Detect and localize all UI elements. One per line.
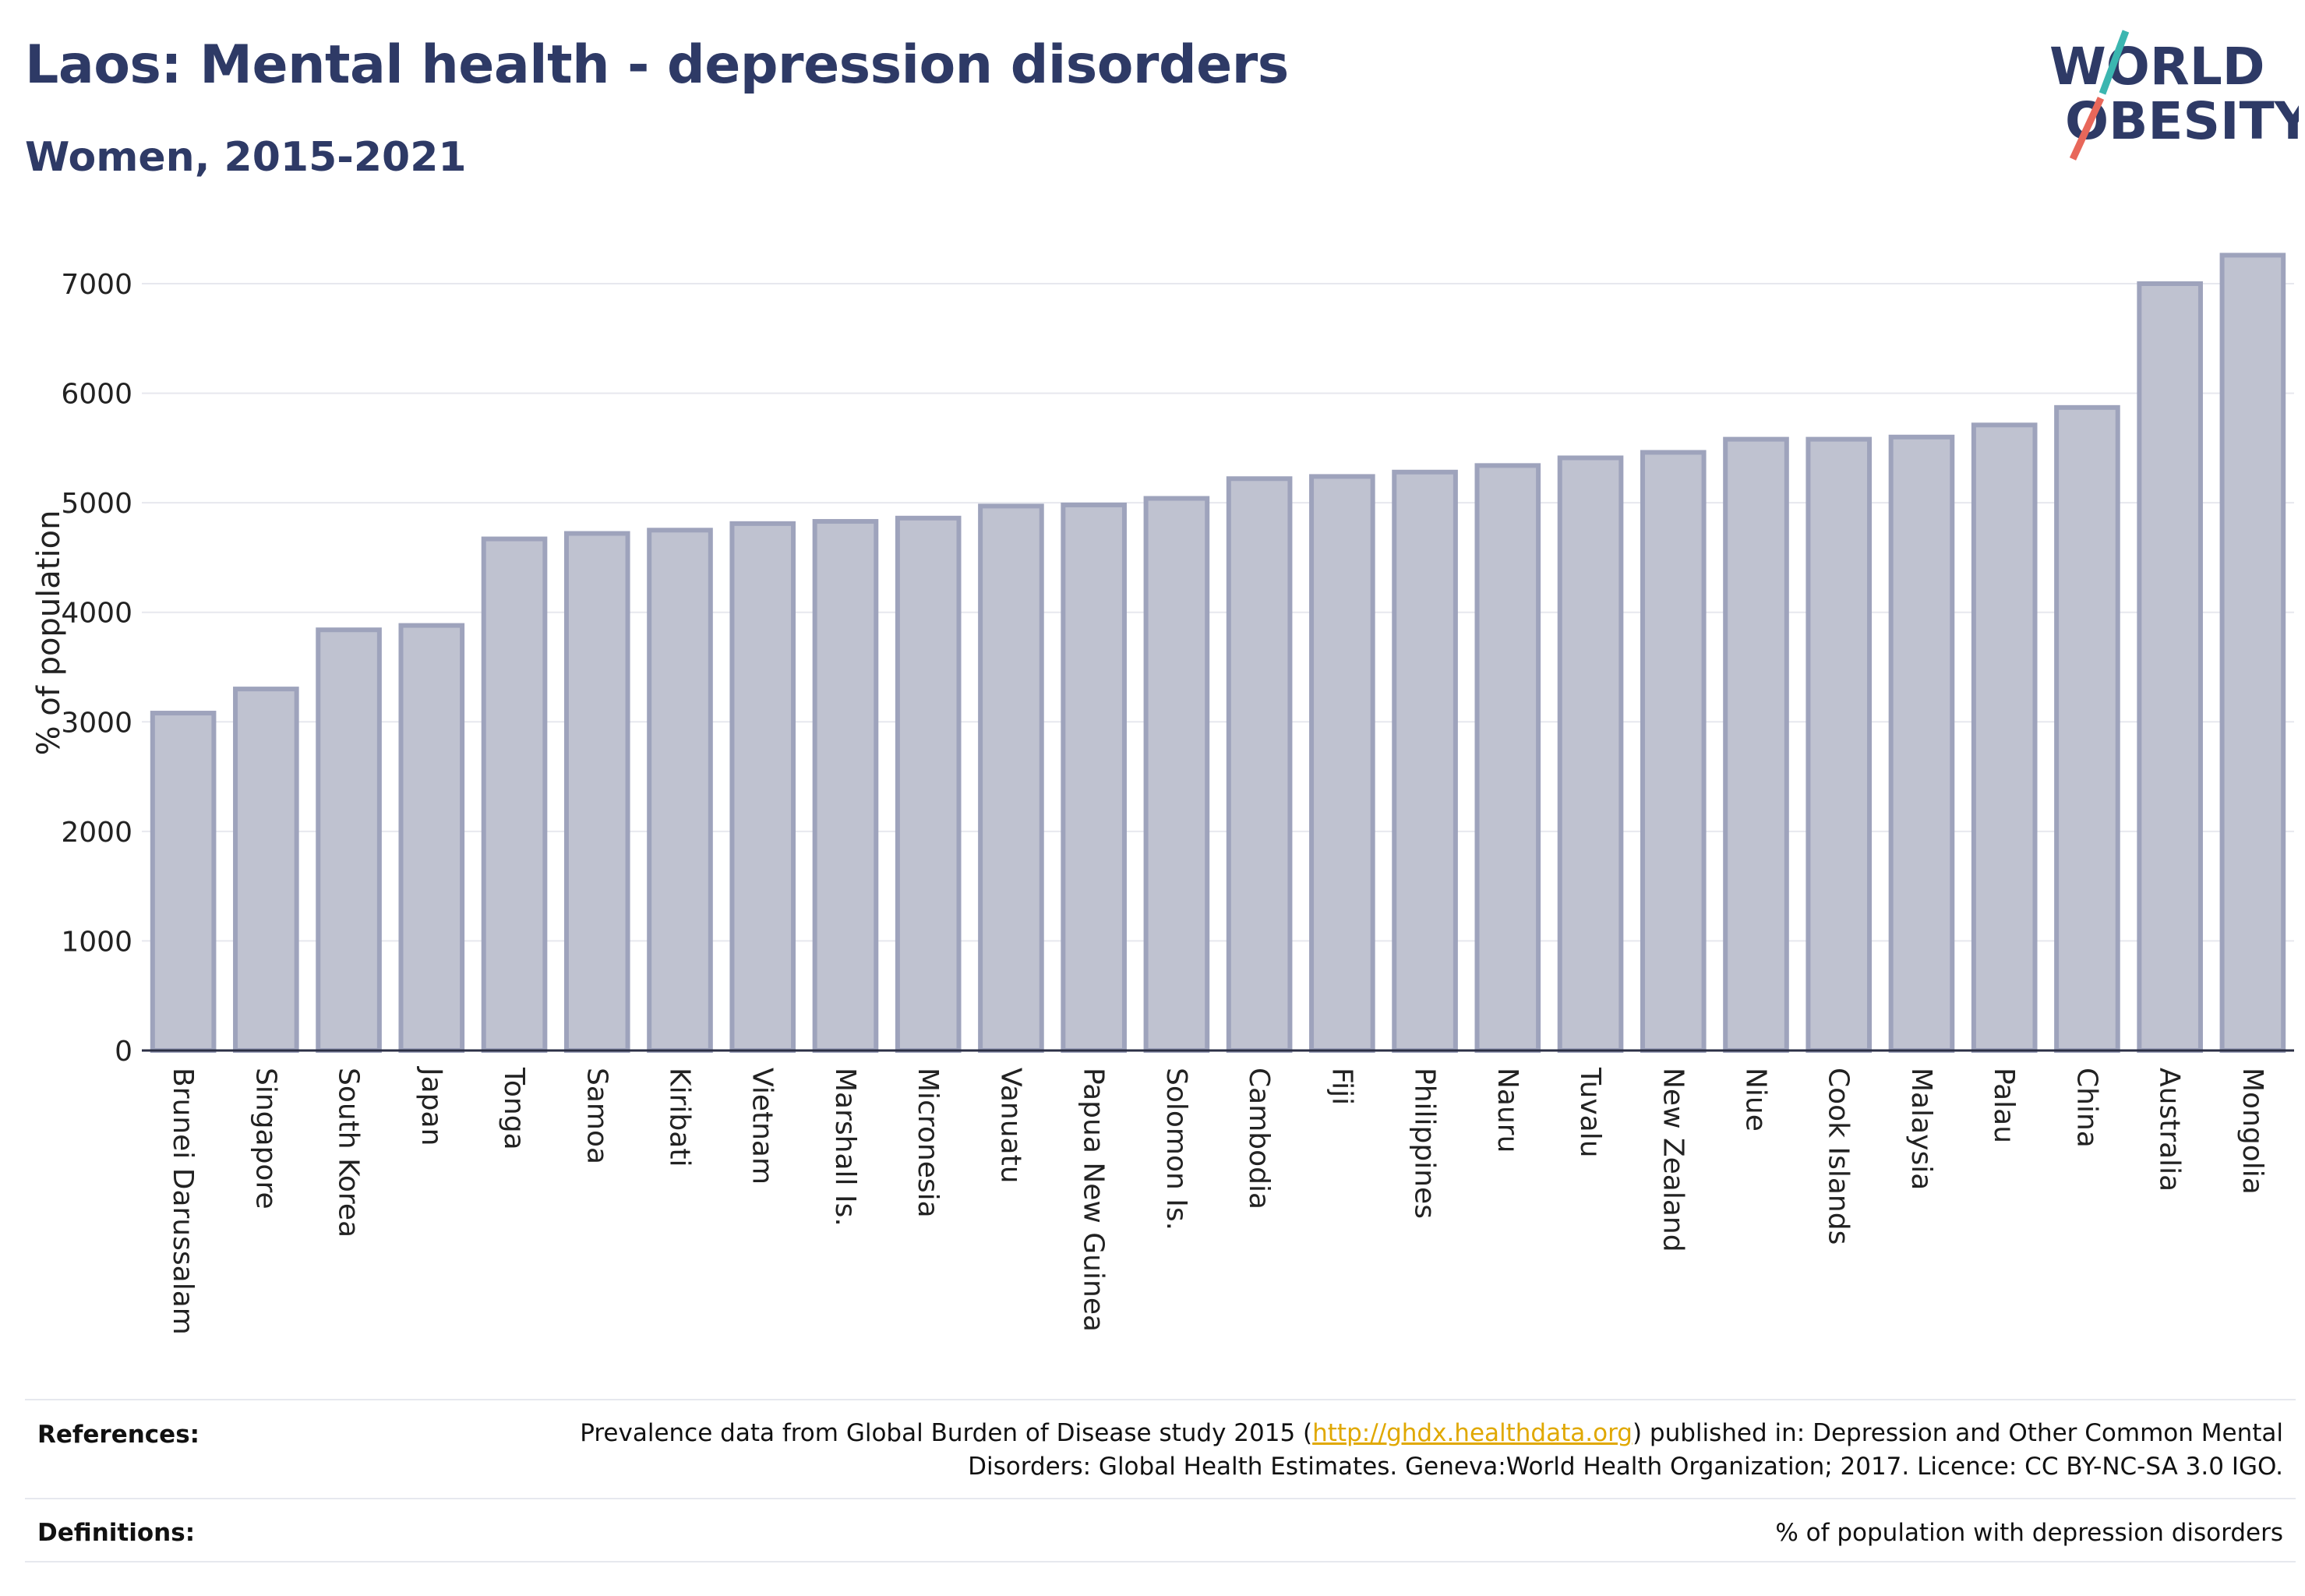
logo-slash-coral: [2069, 97, 2105, 161]
footer-divider-top: [25, 1399, 2296, 1400]
bar: [481, 536, 548, 1053]
x-tick-label: Nauru: [1491, 1068, 1523, 1153]
x-tick-label: Vanuatu: [994, 1068, 1026, 1184]
x-tick-label: Papua New Guinea: [1078, 1068, 1110, 1332]
bar: [895, 515, 962, 1053]
y-tick-label: 0: [115, 1036, 132, 1068]
bar: [1640, 450, 1707, 1053]
x-tick-label: China: [2070, 1068, 2102, 1148]
footer-divider-middle: [25, 1498, 2296, 1499]
bar: [1474, 463, 1541, 1053]
y-tick-label: 4000: [61, 598, 132, 630]
bar: [1309, 474, 1375, 1053]
x-tick-label: Brunei Darussalam: [167, 1068, 199, 1335]
x-tick-label: Japan: [415, 1066, 447, 1146]
bar: [150, 711, 217, 1053]
bar: [647, 528, 713, 1053]
x-tick-label: Solomon Is.: [1160, 1068, 1192, 1231]
bar: [1392, 469, 1458, 1053]
y-tick-label: 7000: [61, 269, 132, 301]
logo-line2: OBESITY: [2065, 91, 2299, 151]
x-tick-label: Vietnam: [747, 1068, 778, 1185]
y-tick-label: 1000: [61, 926, 132, 958]
x-tick-label: Tonga: [498, 1067, 530, 1150]
x-tick-label: Malaysia: [1905, 1068, 1937, 1190]
y-tick-label: 2000: [61, 817, 132, 849]
y-axis-label: % of population: [31, 510, 67, 756]
references-label: References:: [37, 1421, 200, 1449]
x-tick-label: Fiji: [1325, 1068, 1357, 1105]
y-tick-label: 5000: [61, 488, 132, 520]
x-tick-label: Singapore: [249, 1068, 281, 1209]
bar: [729, 521, 796, 1053]
chart-subtitle: Women, 2015-2021: [25, 134, 467, 181]
bar: [2137, 281, 2203, 1053]
bar: [2054, 404, 2120, 1053]
x-tick-label: Australia: [2154, 1068, 2186, 1192]
bar: [812, 519, 879, 1053]
x-tick-label: Micronesia: [912, 1068, 944, 1218]
bar: [398, 623, 465, 1053]
chart-title: Laos: Mental health - depression disorde…: [25, 34, 1289, 96]
x-tick-label: Cambodia: [1243, 1068, 1275, 1209]
logo-line1: WORLD: [2049, 37, 2265, 97]
bar: [1061, 502, 1127, 1053]
definitions-label: Definitions:: [37, 1519, 196, 1547]
bar: [1806, 436, 1873, 1053]
bar: [233, 687, 299, 1053]
bar: [1723, 436, 1789, 1053]
x-tick-label: Mongolia: [2236, 1068, 2268, 1195]
bar: [1226, 476, 1293, 1053]
bar: [1971, 422, 2038, 1053]
x-tick-label: Tuvalu: [1574, 1067, 1606, 1158]
bar-chart: 0 1000 2000 3000 4000 5000 6000 7000 % of popula…: [31, 252, 2294, 1335]
references-link[interactable]: http://ghdx.healthdata.org: [1312, 1419, 1633, 1447]
bar: [316, 627, 382, 1053]
x-tick-label: New Zealand: [1657, 1068, 1689, 1252]
bar: [978, 503, 1044, 1053]
references-text: Prevalence data from Global Burden of Di…: [580, 1419, 2283, 1481]
bar: [1557, 455, 1624, 1053]
x-tick-label: Cook Islands: [1823, 1068, 1855, 1245]
y-tick-label: 6000: [61, 379, 132, 411]
x-tick-label: Palau: [1988, 1068, 2020, 1143]
x-tick-label: Kiribati: [664, 1068, 696, 1167]
bar: [1888, 434, 1955, 1053]
bar: [563, 531, 630, 1053]
logo-slash-teal: [2099, 30, 2130, 95]
bar: [2219, 252, 2286, 1053]
bar: [1143, 496, 1210, 1053]
x-tick-label: Philippines: [1409, 1068, 1441, 1219]
x-tick-label: Marshall Is.: [829, 1068, 861, 1227]
x-tick-label: South Korea: [333, 1068, 365, 1238]
footer-divider-bottom: [25, 1561, 2296, 1562]
world-obesity-logo: WORLD OBESITY: [2049, 30, 2299, 161]
y-tick-label: 3000: [61, 707, 132, 739]
definitions-text: % of population with depression disorder…: [1775, 1519, 2283, 1547]
x-tick-label: Niue: [1740, 1068, 1772, 1132]
x-tick-label: Samoa: [581, 1068, 612, 1164]
